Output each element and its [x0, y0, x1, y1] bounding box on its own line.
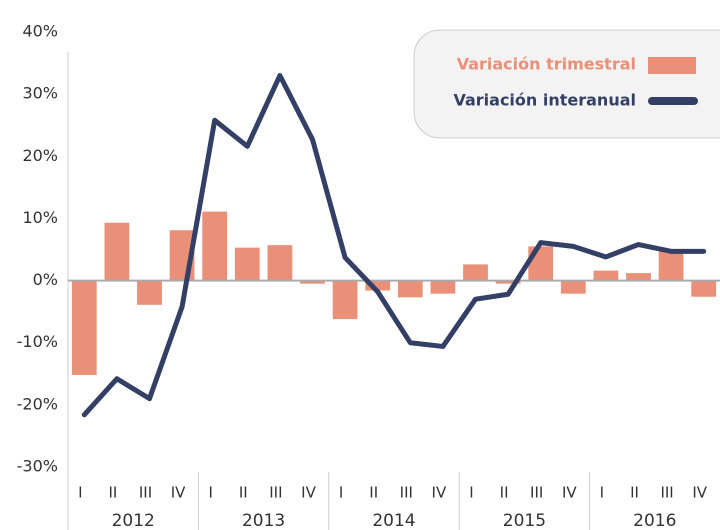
bar [626, 273, 651, 281]
x-group-label: 2015 [503, 511, 546, 530]
x-tick-label: IV [562, 484, 577, 502]
legend-label: Variación trimestral [457, 55, 636, 74]
x-tick-label: IV [171, 484, 186, 502]
x-tick-label: II [630, 484, 639, 502]
bar [658, 250, 684, 281]
y-tick-label: 0% [33, 270, 58, 289]
y-tick-label: 40% [22, 22, 58, 41]
x-tick-label: III [530, 484, 543, 502]
x-tick-label: III [400, 484, 413, 502]
x-tick-label: IV [692, 484, 707, 502]
x-tick-label: III [660, 484, 673, 502]
x-tick-label: I [600, 484, 604, 502]
x-tick-label: II [369, 484, 378, 502]
y-tick-label: -20% [17, 394, 58, 413]
bar [71, 280, 97, 376]
x-tick-label: II [108, 484, 117, 502]
y-tick-label: 20% [22, 146, 58, 165]
bar [137, 280, 162, 305]
legend-swatch [648, 57, 696, 74]
x-tick-label: III [139, 484, 152, 502]
bar [300, 280, 325, 284]
line [81, 73, 707, 418]
x-tick-label: III [269, 484, 282, 502]
x-group-label: 2012 [112, 511, 155, 530]
bar [691, 280, 717, 297]
x-group-label: 2013 [242, 511, 285, 530]
x-tick-label: I [469, 484, 473, 502]
x-tick-label: I [339, 484, 343, 502]
x-tick-label: I [78, 484, 82, 502]
bar [528, 246, 554, 281]
x-tick-label: I [208, 484, 212, 502]
bar [495, 280, 521, 284]
bar [397, 280, 423, 298]
y-tick-label: 30% [22, 84, 58, 103]
x-tick-label: II [239, 484, 248, 502]
bar [332, 280, 358, 320]
bar [593, 270, 619, 281]
x-group-label: 2014 [372, 511, 415, 530]
bar [267, 245, 293, 281]
bar [463, 264, 488, 281]
bar [560, 280, 586, 294]
x-tick-label: II [500, 484, 509, 502]
legend-box [413, 29, 720, 139]
bar [104, 222, 130, 281]
x-tick-label: IV [301, 484, 316, 502]
bar [365, 280, 391, 291]
bar [234, 247, 260, 281]
x-tick-label: IV [432, 484, 447, 502]
bar [202, 211, 228, 281]
y-tick-label: -10% [17, 332, 58, 351]
bar [430, 280, 456, 294]
x-group-label: 2016 [633, 511, 676, 530]
legend-label: Variación interanual [453, 91, 636, 110]
y-tick-label: -30% [17, 457, 58, 476]
y-tick-label: 10% [22, 208, 58, 227]
